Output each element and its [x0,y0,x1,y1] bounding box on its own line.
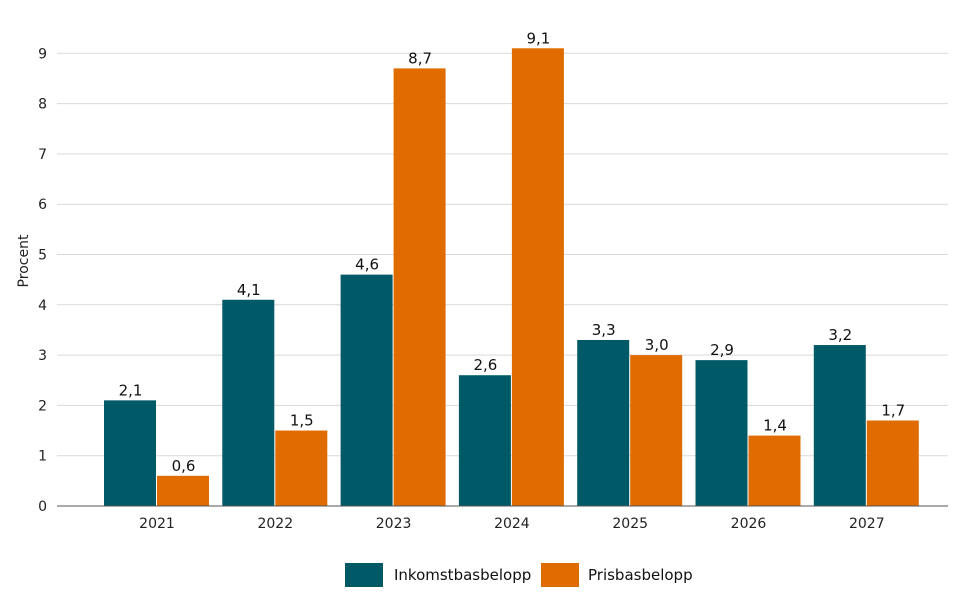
legend-swatch [541,563,579,587]
y-tick-label: 8 [38,97,47,113]
bar-inkomstbasbelopp-2023 [340,274,393,506]
y-tick-label: 1 [38,449,47,465]
x-tick-label: 2027 [849,516,885,532]
x-tick-label: 2021 [139,516,175,532]
x-tick-label: 2024 [494,516,530,532]
x-tick-label: 2023 [376,516,412,532]
data-label: 3,2 [828,326,852,344]
data-label: 0,6 [172,457,196,475]
x-tick-label: 2022 [257,516,293,532]
y-tick-label: 7 [38,147,47,163]
bar-inkomstbasbelopp-2025 [577,340,630,506]
y-tick-label: 3 [38,348,47,364]
legend: Inkomstbasbelopp Prisbasbelopp [345,563,693,587]
bar-inkomstbasbelopp-2024 [458,375,511,506]
data-label: 8,7 [408,49,432,67]
bars [104,48,919,507]
y-tick-label: 0 [38,499,47,515]
x-tick-label: 2026 [731,516,767,532]
bar-inkomstbasbelopp-2026 [695,360,748,506]
bar-prisbasbelopp-2025 [630,355,683,506]
y-axis-ticks: 0 1 2 3 4 5 6 7 8 9 [38,46,47,515]
data-label: 3,3 [592,321,616,339]
data-label: 1,7 [881,401,905,419]
bar-prisbasbelopp-2027 [866,420,919,506]
x-axis-ticks: 2021 2022 2023 2024 2025 2026 2027 [139,516,884,532]
bar-inkomstbasbelopp-2022 [222,299,275,506]
data-label: 4,1 [237,281,261,299]
data-label: 2,6 [473,356,497,374]
legend-swatch [345,563,383,587]
gridlines [57,52,948,457]
y-tick-label: 2 [38,398,47,414]
data-label: 2,9 [710,341,734,359]
y-tick-label: 6 [38,197,47,213]
data-label: 2,1 [119,381,143,399]
bar-prisbasbelopp-2021 [157,475,209,506]
data-label: 3,0 [645,336,669,354]
bar-inkomstbasbelopp-2021 [104,400,156,506]
legend-label: Prisbasbelopp [588,566,693,584]
data-label: 9,1 [526,29,550,47]
y-tick-label: 4 [38,298,47,314]
y-axis-title: Procent [16,234,32,287]
bar-prisbasbelopp-2026 [748,435,801,506]
bar-prisbasbelopp-2024 [511,48,564,507]
y-tick-label: 5 [38,248,47,264]
bar-prisbasbelopp-2023 [393,68,446,506]
bar-inkomstbasbelopp-2027 [813,345,866,506]
data-label: 1,4 [763,417,787,435]
x-tick-label: 2025 [612,516,648,532]
bar-prisbasbelopp-2022 [275,430,328,506]
legend-label: Inkomstbasbelopp [394,566,531,584]
y-tick-label: 9 [38,46,47,62]
data-label: 1,5 [290,412,314,430]
data-label: 4,6 [355,256,379,274]
data-labels: 2,1 0,6 4,1 1,5 4,6 8,7 2,6 9,1 3,3 3,0 2,9 1,4 3,2 1… [119,29,906,475]
